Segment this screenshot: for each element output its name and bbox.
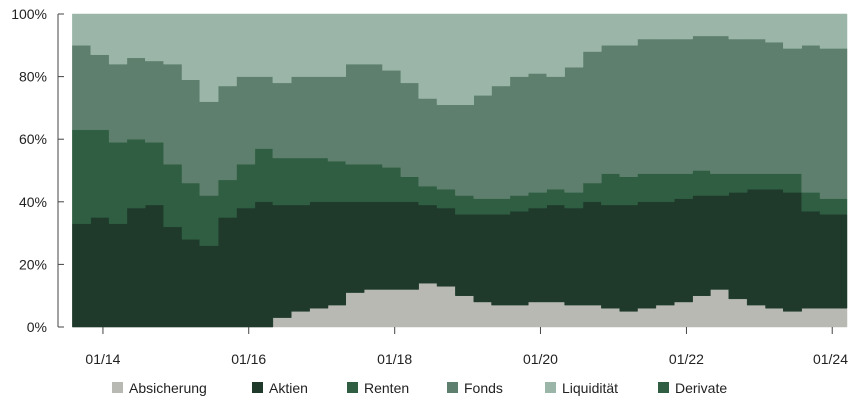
y-tick-label: 20% <box>19 256 47 272</box>
legend-swatch <box>252 382 263 393</box>
legend-label: Derivate <box>675 380 727 396</box>
x-tick-label: 01/16 <box>231 351 266 367</box>
axes-layer: 0% 20% 40% 60% 80% 100% 01/14 01/16 01/18 01/20 01… <box>11 6 848 367</box>
legend-label: Renten <box>364 380 409 396</box>
x-tick-label: 01/18 <box>377 351 412 367</box>
y-tick-label: 0% <box>27 319 47 335</box>
legend-label: Absicherung <box>129 380 207 396</box>
legend-label: Aktien <box>269 380 308 396</box>
x-tick-label: 01/24 <box>813 351 848 367</box>
x-tick-label: 01/22 <box>669 351 704 367</box>
legend-swatch <box>658 382 669 393</box>
x-tick-label: 01/20 <box>523 351 558 367</box>
y-tick-label: 80% <box>19 69 47 85</box>
legend-swatch <box>447 382 458 393</box>
legend-label: Fonds <box>464 380 503 396</box>
x-tick-label: 01/14 <box>85 351 120 367</box>
y-tick-label: 100% <box>11 6 47 22</box>
legend-swatch <box>545 382 556 393</box>
area-liquidität <box>72 13 848 106</box>
legend-swatch <box>112 382 123 393</box>
legend: Absicherung Aktien Renten Fonds Liquidität De… <box>112 380 727 396</box>
legend-swatch <box>347 382 358 393</box>
areas-layer <box>72 13 848 328</box>
y-tick-label: 40% <box>19 194 47 210</box>
y-tick-label: 60% <box>19 131 47 147</box>
legend-label: Liquidität <box>562 380 618 396</box>
